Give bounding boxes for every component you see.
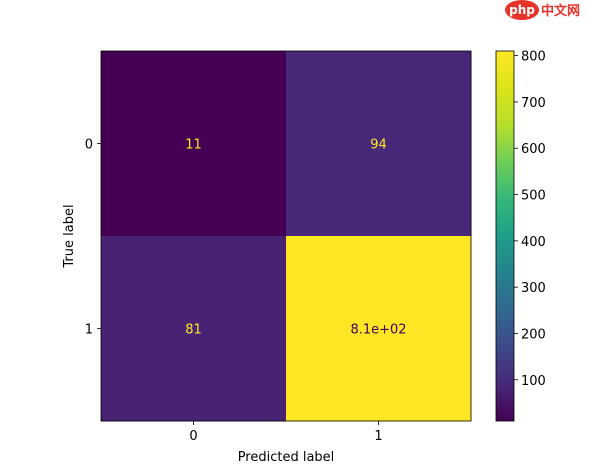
x-axis-label: Predicted label: [238, 450, 335, 465]
colorbar-tick-label: 200: [521, 327, 546, 342]
x-tick-label: 0: [189, 429, 197, 444]
heatmap-cell: [101, 236, 287, 422]
heatmap-cell: [101, 51, 287, 237]
watermark-logo: php 中文网: [505, 0, 580, 20]
heatmap-cells: [101, 51, 472, 422]
x-tick-label: 1: [374, 429, 382, 444]
colorbar-tick-label: 500: [521, 189, 546, 204]
colorbar-tick-label: 800: [521, 50, 546, 65]
heatmap-cell-labels: 11 94 81 8.1e+02: [185, 138, 406, 338]
colorbar-ticks: 100 200 300 400 500 600 700 800: [514, 50, 546, 389]
cell-value-label: 94: [370, 138, 387, 153]
watermark-logo-badge: [505, 0, 539, 20]
y-tick-label: 1: [85, 323, 93, 338]
colorbar-tick-label: 100: [521, 374, 546, 389]
watermark-site-text: 中文网: [541, 3, 580, 19]
cell-value-label: 81: [185, 323, 202, 338]
cell-value-label: 8.1e+02: [350, 323, 406, 338]
heatmap-frame: [100, 50, 472, 422]
colorbar-tick-label: 600: [521, 142, 546, 157]
colorbar-tick-label: 300: [521, 281, 546, 296]
colorbar-tick-label: 700: [521, 96, 546, 111]
heatmap-cell: [286, 236, 472, 422]
colorbar: [495, 50, 515, 422]
watermark-logo-text: php: [509, 3, 535, 17]
y-tick-label: 0: [85, 138, 93, 153]
y-axis-ticks: 01: [85, 138, 101, 338]
colorbar-tick-label: 400: [521, 235, 546, 250]
y-axis-label: True label: [62, 204, 77, 268]
cell-value-label: 11: [185, 138, 202, 153]
heatmap-cell: [286, 51, 472, 237]
